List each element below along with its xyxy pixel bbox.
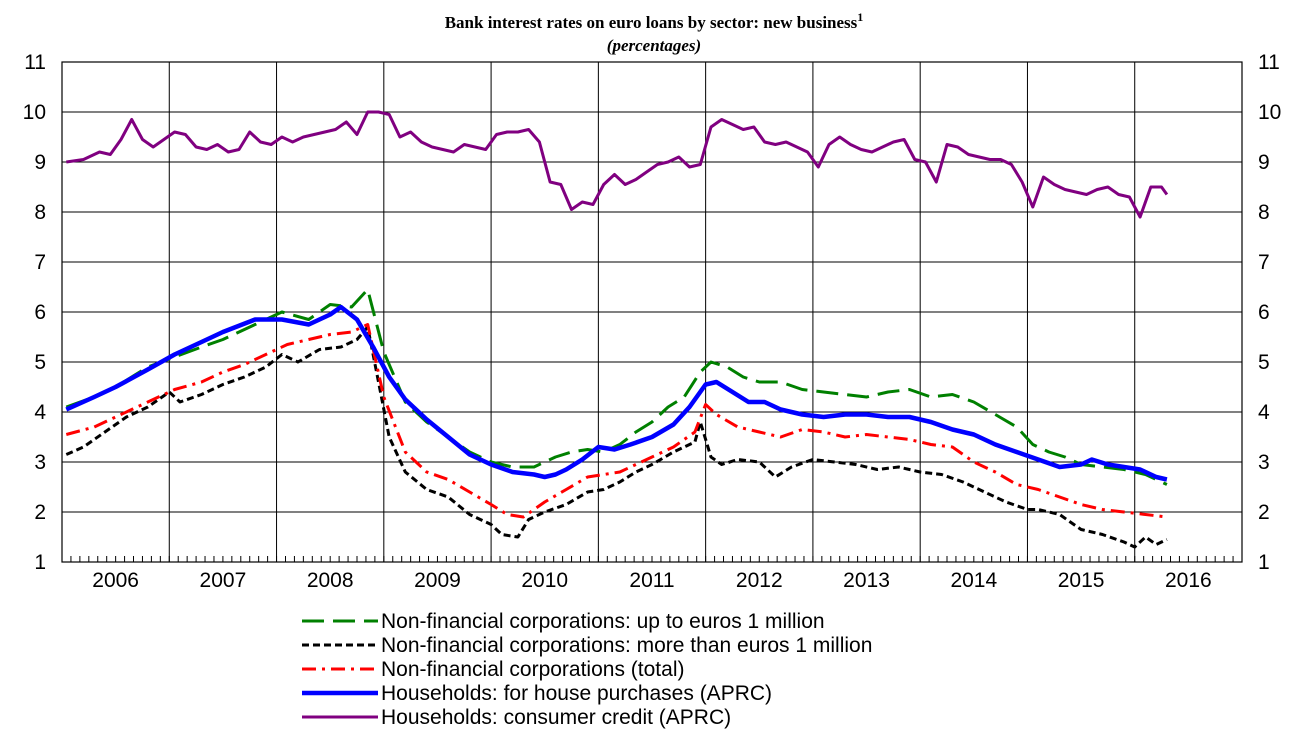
y-tick-label-right: 1 [1258, 551, 1270, 574]
y-tick-label-left: 8 [34, 201, 46, 224]
series-layer [65, 110, 1169, 549]
series-line-0 [65, 288, 1168, 486]
x-tick-label: 2011 [629, 569, 674, 592]
y-tick-label-right: 4 [1258, 401, 1270, 424]
y-tick-label-right: 11 [1258, 51, 1280, 74]
chart-title: Bank interest rates on euro loans by sec… [445, 10, 864, 32]
series-line-1 [65, 325, 1168, 549]
y-tick-label-left: 2 [34, 501, 46, 524]
chart-subtitle: (percentages) [607, 36, 701, 55]
x-tick-label: 2006 [92, 569, 139, 592]
grid-layer [62, 62, 1242, 562]
y-tick-label-right: 10 [1258, 101, 1281, 124]
y-tick-label-left: 4 [34, 401, 46, 424]
y-tick-label-left: 5 [34, 351, 46, 374]
x-tick-label: 2012 [736, 569, 783, 592]
y-tick-label-left: 1 [34, 551, 46, 574]
legend-label-2: Non-financial corporations (total) [381, 658, 684, 681]
y-tick-label-right: 5 [1258, 351, 1270, 374]
x-tick-label: 2013 [843, 569, 890, 592]
y-tick-label-right: 6 [1258, 301, 1270, 324]
x-tick-label: 2007 [200, 569, 247, 592]
series-line-4 [66, 110, 1169, 219]
legend: Non-financial corporations: up to euros … [302, 610, 872, 729]
y-tick-label-right: 2 [1258, 501, 1270, 524]
y-tick-label-right: 3 [1258, 451, 1270, 474]
y-tick-label-left: 9 [34, 151, 46, 174]
legend-label-1: Non-financial corporations: more than eu… [381, 634, 872, 657]
series-line-2 [65, 323, 1168, 519]
y-tick-label-left: 7 [34, 251, 46, 274]
x-tick-label: 2008 [307, 569, 354, 592]
y-tick-label-left: 3 [34, 451, 46, 474]
y-tick-label-left: 11 [24, 51, 46, 74]
y-tick-label-right: 8 [1258, 201, 1270, 224]
chart-title-superscript: 1 [857, 10, 863, 24]
x-tick-label: 2009 [414, 569, 461, 592]
series-line-3 [65, 304, 1168, 482]
y-tick-label-left: 6 [34, 301, 46, 324]
x-tick-label: 2016 [1165, 569, 1212, 592]
x-tick-label: 2015 [1058, 569, 1105, 592]
x-tick-label: 2014 [950, 569, 997, 592]
legend-label-3: Households: for house purchases (APRC) [381, 682, 772, 705]
legend-label-0: Non-financial corporations: up to euros … [381, 610, 825, 633]
y-tick-label-right: 7 [1258, 251, 1270, 274]
y-tick-label-right: 9 [1258, 151, 1270, 174]
x-tick-label: 2010 [521, 569, 568, 592]
chart-title-text: Bank interest rates on euro loans by sec… [445, 13, 858, 32]
legend-label-4: Households: consumer credit (APRC) [381, 706, 731, 729]
y-tick-label-left: 10 [23, 101, 46, 124]
